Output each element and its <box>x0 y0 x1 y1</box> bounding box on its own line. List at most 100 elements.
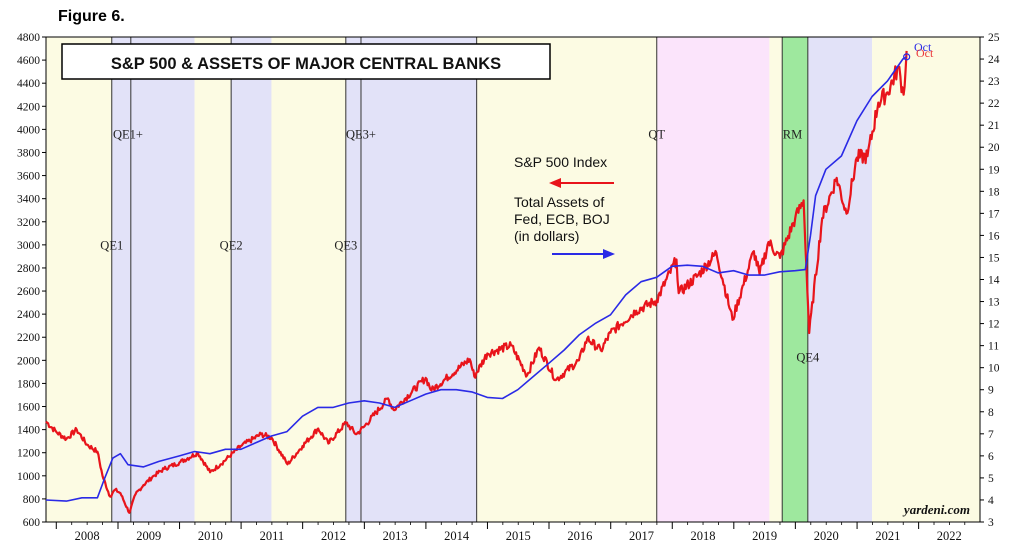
right-axis-tick-label: 17 <box>988 208 1000 220</box>
assets-end-marker <box>903 53 911 61</box>
regime-boundary-lines <box>111 37 809 522</box>
regime-band-rm <box>782 37 808 522</box>
legend-assets-arrow-head <box>603 249 615 259</box>
left-axis: 600 800 1000 1200 1400 1600 1800 2000 2200 2400 26… <box>17 32 46 529</box>
right-axis-tick-label: 11 <box>988 341 999 353</box>
right-axis: 3 4 5 6 7 8 9 10 11 12 13 14 15 16 17 18 19 20 21 22 23 24 25 <box>980 32 1000 529</box>
x-axis: 2008 2009 2010 2011 2012 2013 2014 2015 2016 2017… <box>55 522 966 543</box>
x-axis-tick-label: 2009 <box>136 529 161 543</box>
right-axis-tick-label: 25 <box>988 32 1000 44</box>
regime-label-qe2: QE2 <box>220 238 243 252</box>
x-axis-tick-label: 2014 <box>444 529 470 543</box>
figure-label: Figure 6. <box>58 8 125 25</box>
regime-band-plain <box>872 37 980 522</box>
regime-labels: QE1+ QE1 QE2 QE3+ QE3 QT RM QE4 <box>100 128 820 365</box>
legend-assets-label-line-2: Fed, ECB, BOJ <box>514 211 610 227</box>
regime-label-qe1-plus: QE1+ <box>113 128 143 142</box>
left-axis-tick-label: 4600 <box>17 55 40 67</box>
x-axis-tick-label: 2021 <box>875 529 900 543</box>
x-axis-tick-label: 2015 <box>506 529 531 543</box>
left-axis-tick-label: 4400 <box>17 78 40 90</box>
left-axis-tick-label: 2800 <box>17 263 40 275</box>
right-axis-tick-label: 23 <box>988 76 1000 88</box>
regime-label-qe4: QE4 <box>796 350 820 364</box>
left-axis-tick-label: 1000 <box>17 471 40 483</box>
right-axis-tick-label: 15 <box>988 252 1000 264</box>
regime-band-plain <box>271 37 346 522</box>
x-axis-tick-label: 2011 <box>260 529 285 543</box>
legend-assets-label-line-1: Total Assets of <box>514 194 604 210</box>
left-axis-tick-label: 1200 <box>17 448 40 460</box>
legend: S&P 500 Index Total Assets of Fed, ECB, … <box>514 154 615 259</box>
regime-label-qe1: QE1 <box>100 238 123 252</box>
right-axis-tick-label: 8 <box>988 407 994 419</box>
x-axis-tick-label: 2010 <box>198 529 223 543</box>
right-axis-tick-label: 5 <box>988 473 994 485</box>
left-axis-tick-label: 3200 <box>17 217 40 229</box>
left-axis-tick-label: 3600 <box>17 171 40 183</box>
right-axis-tick-label: 9 <box>988 385 994 397</box>
sp500-end-label: Oct <box>916 46 934 60</box>
regime-band-qe <box>807 37 873 522</box>
right-axis-tick-label: 24 <box>988 54 1000 66</box>
regime-label-qt: QT <box>648 128 665 142</box>
x-axis-tick-label: 2022 <box>937 529 962 543</box>
x-axis-tick-label: 2020 <box>814 529 839 543</box>
left-axis-tick-label: 600 <box>23 517 41 529</box>
series-lines <box>45 50 911 514</box>
x-axis-tick-label: 2012 <box>321 529 346 543</box>
left-axis-tick-label: 3000 <box>17 240 40 252</box>
x-axis-tick-label: 2013 <box>383 529 408 543</box>
x-axis-tick-label: 2018 <box>691 529 716 543</box>
x-axis-tick-label: 2016 <box>567 529 592 543</box>
right-axis-tick-label: 21 <box>988 120 1000 132</box>
legend-sp500-arrow-head <box>549 178 561 188</box>
regime-band-plain <box>46 37 112 522</box>
right-axis-tick-label: 20 <box>988 142 1000 154</box>
left-axis-tick-label: 800 <box>23 494 41 506</box>
regime-label-rm: RM <box>783 128 802 142</box>
chart-title: S&P 500 & ASSETS OF MAJOR CENTRAL BANKS <box>111 55 501 73</box>
assets-line <box>45 56 908 502</box>
right-axis-tick-label: 7 <box>988 429 994 441</box>
right-axis-tick-label: 14 <box>988 275 1000 287</box>
regime-band-plain <box>476 37 657 522</box>
x-axis-tick-label: 2017 <box>629 529 654 543</box>
left-axis-tick-label: 4200 <box>17 101 40 113</box>
right-axis-tick-label: 10 <box>988 363 1000 375</box>
regime-band-qe <box>111 37 195 522</box>
sp500-line <box>45 50 908 514</box>
right-axis-tick-label: 4 <box>988 495 994 507</box>
legend-assets-label-line-3: (in dollars) <box>514 228 579 244</box>
regime-label-qe3-plus: QE3+ <box>346 128 376 142</box>
title-box: S&P 500 & ASSETS OF MAJOR CENTRAL BANKS <box>61 43 551 80</box>
left-axis-tick-label: 2600 <box>17 286 40 298</box>
legend-sp500-label: S&P 500 Index <box>514 154 607 170</box>
right-axis-tick-label: 19 <box>988 164 1000 176</box>
left-axis-tick-label: 3400 <box>17 194 40 206</box>
left-axis-tick-label: 4000 <box>17 124 40 136</box>
left-axis-tick-label: 4800 <box>17 32 40 44</box>
right-axis-tick-label: 22 <box>988 98 1000 110</box>
x-axis-tick-label: 2019 <box>752 529 777 543</box>
left-axis-tick-label: 2200 <box>17 332 40 344</box>
assets-end-label: Oct <box>914 40 932 54</box>
right-axis-tick-label: 12 <box>988 319 1000 331</box>
left-axis-tick-label: 1400 <box>17 425 40 437</box>
source-label: yardeni.com <box>902 502 970 517</box>
right-axis-tick-label: 3 <box>988 517 994 529</box>
regime-band-plain <box>194 37 232 522</box>
regime-band-qe <box>345 37 477 522</box>
regime-band-plain <box>769 37 783 522</box>
left-axis-tick-label: 3800 <box>17 147 40 159</box>
x-axis-tick-label: 2008 <box>75 529 100 543</box>
right-axis-tick-label: 18 <box>988 186 1000 198</box>
right-axis-tick-label: 6 <box>988 451 994 463</box>
regime-band-qt <box>656 37 770 522</box>
regime-label-qe3: QE3 <box>334 238 357 252</box>
left-axis-tick-label: 2400 <box>17 309 40 321</box>
left-axis-tick-label: 1600 <box>17 402 40 414</box>
regime-bands <box>46 37 980 522</box>
right-axis-tick-label: 16 <box>988 230 1000 242</box>
